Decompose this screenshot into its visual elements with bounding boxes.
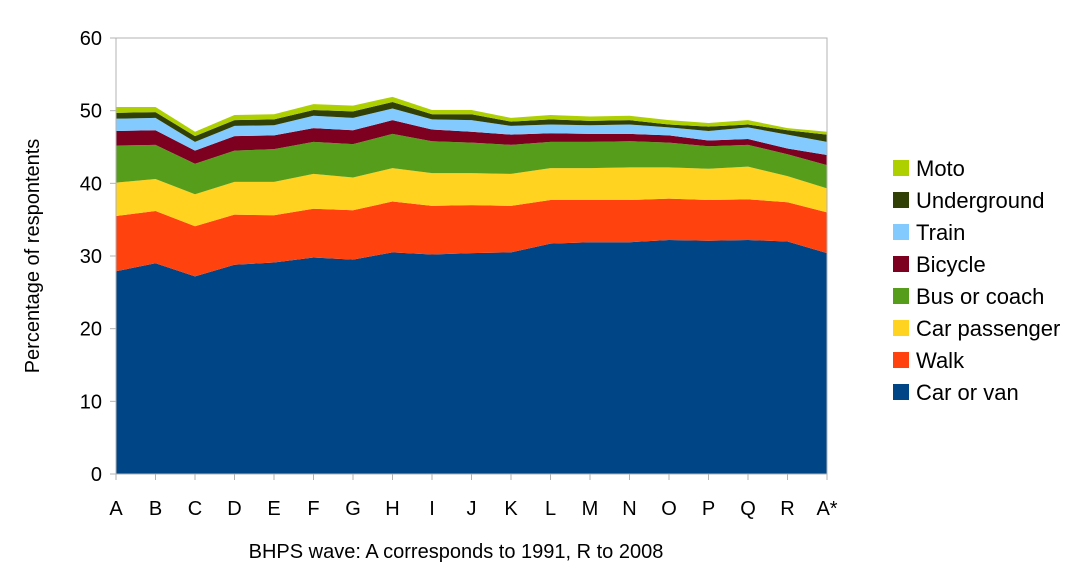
legend-swatch: [893, 320, 909, 336]
x-tick-label: Q: [740, 498, 756, 520]
legend-item-car-passenger: Car passenger: [893, 316, 1060, 341]
legend-swatch: [893, 384, 909, 400]
y-tick-label: 50: [80, 101, 102, 123]
x-tick-label: P: [702, 498, 715, 520]
x-tick-label: O: [661, 498, 677, 520]
legend-item-train: Train: [893, 220, 965, 245]
legend: Moto Underground Train Bicycle Bus or coach C…: [893, 156, 1060, 405]
legend-swatch: [893, 352, 909, 368]
legend-item-bicycle: Bicycle: [893, 252, 986, 277]
legend-swatch: [893, 256, 909, 272]
y-tick-label: 40: [80, 173, 102, 195]
x-tick-label: M: [582, 498, 599, 520]
x-tick-label: K: [504, 498, 518, 520]
area-moto: [116, 96, 827, 137]
x-tick-label: R: [780, 498, 794, 520]
legend-item-car-or-van: Car or van: [893, 380, 1019, 405]
legend-label: Bicycle: [916, 252, 986, 277]
area-walk: [116, 198, 827, 277]
area-underground: [116, 101, 827, 142]
areas-layer: [116, 96, 827, 474]
x-axis-title: BHPS wave: A corresponds to 1991, R to 2…: [249, 541, 664, 563]
area-bus-or-coach: [116, 133, 827, 195]
x-tick-label: C: [188, 498, 202, 520]
area-bicycle: [116, 120, 827, 166]
legend-swatch: [893, 192, 909, 208]
x-tick-label: I: [429, 498, 435, 520]
y-tick-label: 10: [80, 391, 102, 413]
y-axis: 0 10 20 30 40 50 60: [80, 28, 116, 486]
legend-swatch: [893, 288, 909, 304]
legend-item-bus-or-coach: Bus or coach: [893, 284, 1044, 309]
y-axis-title: Percentage of respontents: [22, 139, 44, 374]
legend-label: Underground: [916, 188, 1044, 213]
x-tick-label: A*: [816, 498, 837, 520]
legend-label: Bus or coach: [916, 284, 1044, 309]
legend-label: Car or van: [916, 380, 1019, 405]
x-tick-label: D: [227, 498, 241, 520]
area-car-passenger: [116, 166, 827, 227]
y-tick-label: 60: [80, 28, 102, 50]
y-tick-label: 20: [80, 319, 102, 341]
area-train: [116, 108, 827, 155]
legend-swatch: [893, 224, 909, 240]
x-axis: A B C D E F G H I J K L M N O P Q R A*: [109, 474, 838, 520]
x-tick-label: L: [545, 498, 556, 520]
legend-label: Car passenger: [916, 316, 1060, 341]
x-tick-label: E: [267, 498, 280, 520]
legend-item-moto: Moto: [893, 156, 965, 181]
legend-label: Moto: [916, 156, 965, 181]
x-tick-label: G: [345, 498, 361, 520]
area-car-or-van: [116, 240, 827, 474]
y-tick-label: 0: [91, 464, 102, 486]
legend-label: Walk: [916, 348, 965, 373]
x-tick-label: B: [149, 498, 162, 520]
legend-item-underground: Underground: [893, 188, 1044, 213]
x-tick-label: A: [109, 498, 123, 520]
x-tick-label: F: [307, 498, 319, 520]
x-tick-label: J: [467, 498, 477, 520]
legend-label: Train: [916, 220, 965, 245]
legend-swatch: [893, 160, 909, 176]
x-tick-label: H: [385, 498, 399, 520]
y-tick-label: 30: [80, 246, 102, 268]
legend-item-walk: Walk: [893, 348, 965, 373]
x-tick-label: N: [622, 498, 636, 520]
